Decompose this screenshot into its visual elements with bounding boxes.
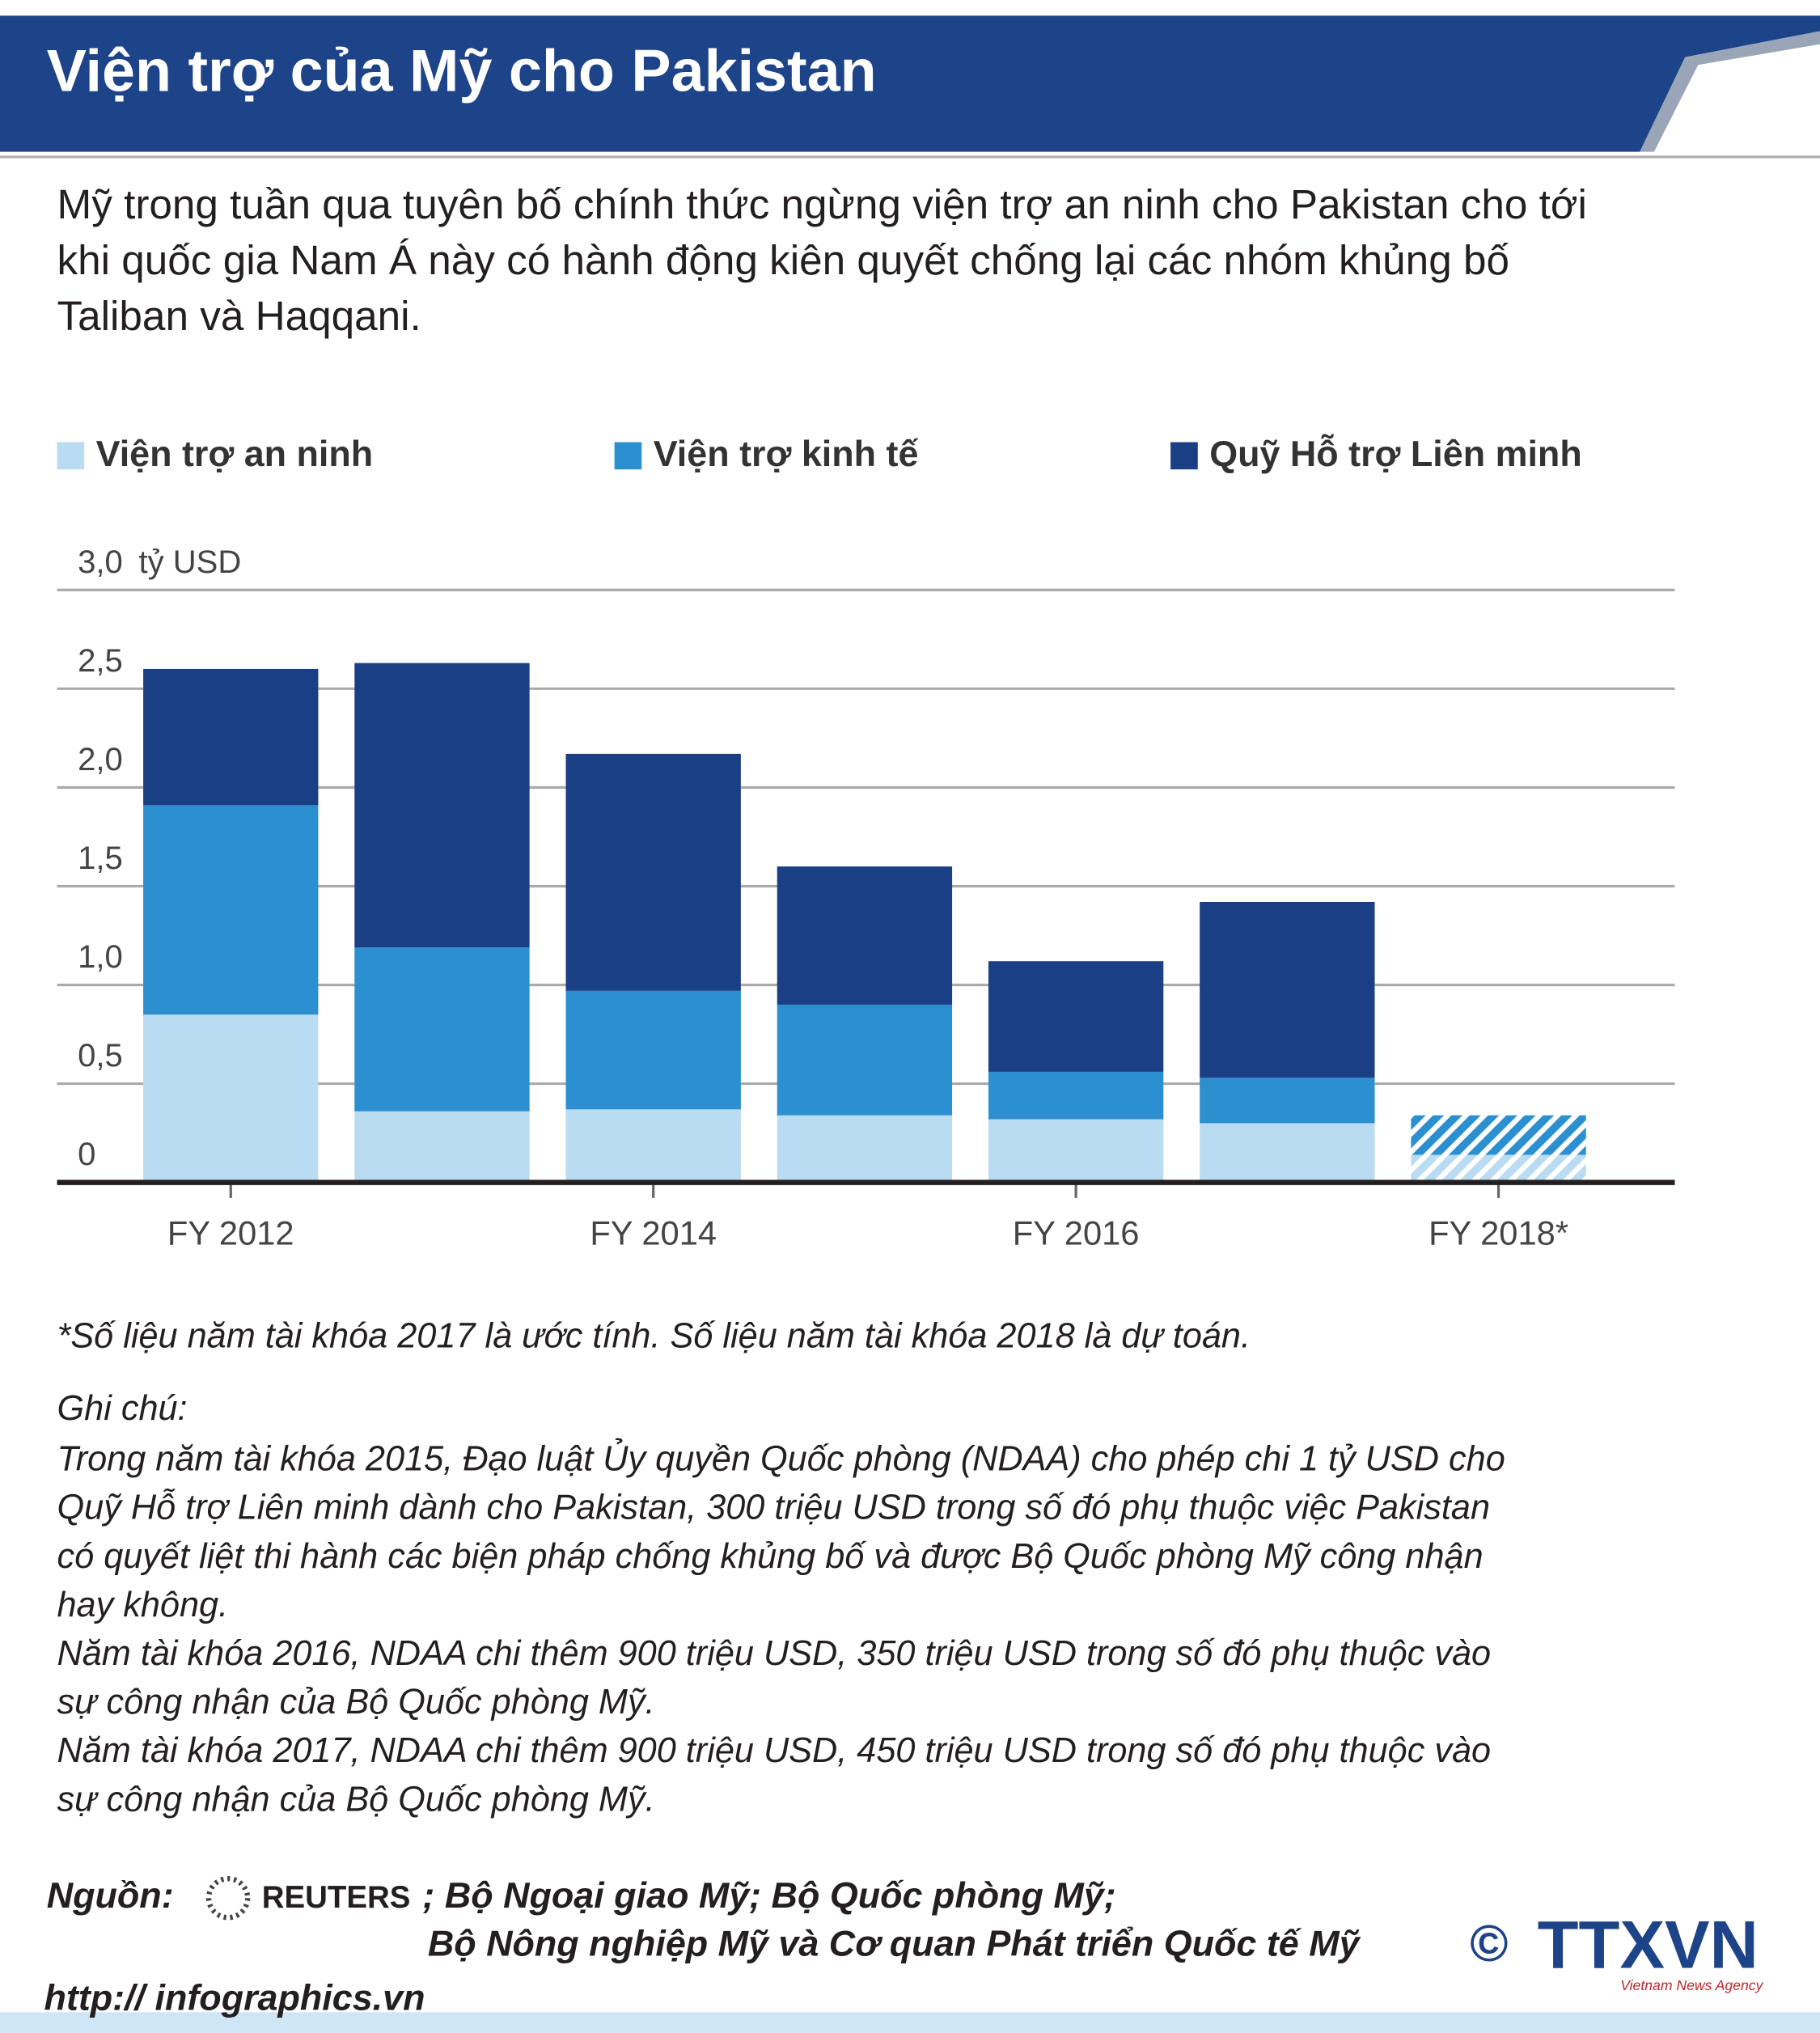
- y-tick-label: 1,5: [78, 841, 123, 876]
- y-unit: tỷ USD: [138, 544, 241, 580]
- reuters-icon: [205, 1876, 251, 1921]
- bar-segment: [565, 990, 741, 1110]
- agency: Vietnam News Agency: [1620, 1977, 1763, 1993]
- header-bar: [0, 15, 1820, 152]
- header-accent: [1640, 31, 1820, 152]
- footnote: *Số liệu năm tài khóa 2017 là ước tính. …: [57, 1316, 1251, 1355]
- source-label: Nguồn:: [47, 1874, 174, 1916]
- copyright: ©: [1470, 1914, 1508, 1972]
- y-tick-label: 3,0: [78, 544, 123, 580]
- x-tick-label: FY 2018*: [1428, 1213, 1568, 1252]
- y-tick-label: 2,5: [78, 643, 123, 679]
- source-line: ; Bộ Ngoại giao Mỹ; Bộ Quốc phòng Mỹ;: [422, 1874, 1115, 1916]
- legend-label: Viện trợ kinh tế: [654, 433, 919, 474]
- bar-segment: [777, 1115, 953, 1183]
- intro-line: khi quốc gia Nam Á này có hành động kiên…: [57, 237, 1509, 283]
- bar-segment: [1200, 901, 1375, 1078]
- bar-segment: [988, 1119, 1164, 1183]
- logo: TTXVN: [1538, 1907, 1759, 1982]
- y-tick-label: 0: [78, 1137, 95, 1172]
- source-reuters: REUTERS: [262, 1880, 411, 1915]
- bar-segment: [777, 866, 953, 1005]
- note-line: Quỹ Hỗ trợ Liên minh dành cho Pakistan, …: [57, 1489, 1491, 1527]
- note-line: Trong năm tài khóa 2015, Đạo luật Ủy quy…: [57, 1438, 1505, 1479]
- note-line: sự công nhận của Bộ Quốc phòng Mỹ.: [57, 1683, 655, 1722]
- y-tick-label: 0,5: [78, 1038, 123, 1074]
- legend-swatch: [1170, 442, 1198, 470]
- notes-title: Ghi chú:: [57, 1389, 188, 1428]
- bar-segment: [988, 1071, 1164, 1120]
- bar-segment: [1411, 1115, 1586, 1155]
- legend-swatch: [57, 442, 85, 470]
- y-tick-label: 1,0: [78, 939, 123, 975]
- bar-segment: [1411, 1154, 1586, 1183]
- bar-segment: [1200, 1123, 1375, 1183]
- legend-label: Quỹ Hỗ trợ Liên minh: [1209, 433, 1582, 474]
- source-line: Bộ Nông nghiệp Mỹ và Cơ quan Phát triển …: [428, 1922, 1361, 1963]
- legend-label: Viện trợ an ninh: [96, 433, 374, 474]
- bar-segment: [354, 663, 530, 948]
- note-line: sự công nhận của Bộ Quốc phòng Mỹ.: [57, 1780, 655, 1819]
- bar-segment: [565, 1109, 741, 1183]
- bar-segment: [143, 1014, 319, 1183]
- bar-segment: [143, 668, 319, 806]
- footer-strip: [0, 2012, 1820, 2033]
- title: Viện trợ của Mỹ cho Pakistan: [47, 37, 877, 104]
- note-line: hay không.: [57, 1586, 229, 1624]
- x-tick-label: FY 2014: [590, 1213, 717, 1252]
- bar-segment: [777, 1004, 953, 1116]
- x-tick-label: FY 2016: [1013, 1213, 1140, 1252]
- bar-segment: [354, 947, 530, 1112]
- note-line: Năm tài khóa 2017, NDAA chi thêm 900 tri…: [57, 1731, 1492, 1770]
- bar-segment: [354, 1111, 530, 1183]
- bar-segment: [988, 961, 1164, 1072]
- legend-swatch: [614, 442, 642, 470]
- url: http:// infographics.vn: [44, 1977, 425, 2018]
- note-line: có quyết liệt thi hành các biện pháp chố…: [57, 1537, 1484, 1576]
- bar-segment: [1200, 1078, 1375, 1124]
- note-line: Năm tài khóa 2016, NDAA chi thêm 900 tri…: [57, 1634, 1492, 1673]
- x-tick-label: FY 2012: [167, 1213, 294, 1252]
- intro-line: Taliban và Haqqani.: [57, 293, 421, 339]
- y-tick-label: 2,0: [78, 742, 123, 777]
- bar-segment: [565, 753, 741, 991]
- bar-segment: [143, 805, 319, 1015]
- intro-line: Mỹ trong tuần qua tuyên bố chính thức ng…: [57, 181, 1587, 227]
